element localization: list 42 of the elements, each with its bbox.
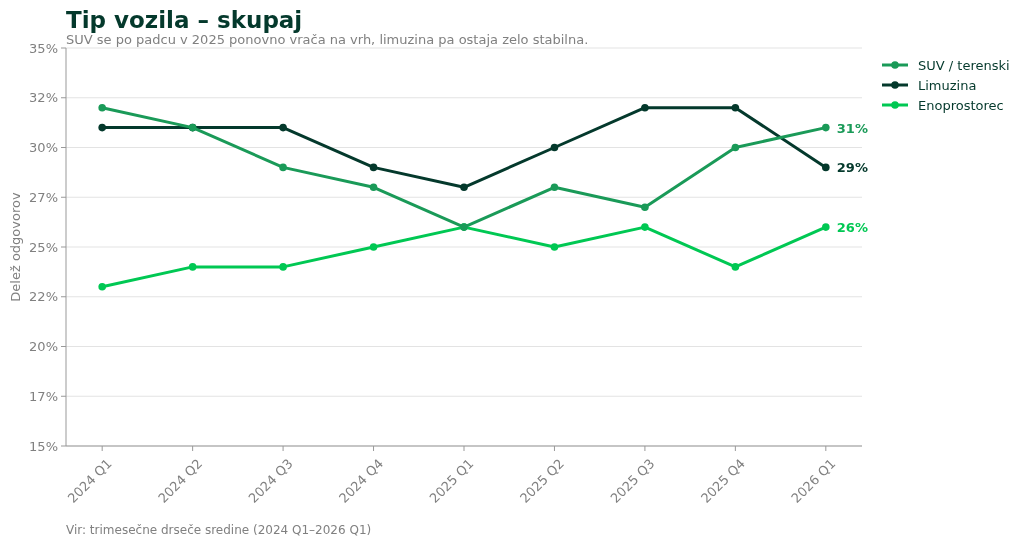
y-axis-title: Delež odgovorov	[8, 192, 23, 302]
y-tick-label: 27%	[29, 189, 58, 205]
y-tick-label: 15%	[29, 438, 58, 454]
y-tick-label: 20%	[29, 339, 58, 355]
point	[822, 163, 830, 172]
point	[641, 223, 649, 231]
point	[369, 163, 378, 172]
y-tick-label: 32%	[29, 90, 58, 106]
data-label: 31%	[836, 120, 868, 136]
point	[98, 283, 106, 291]
point	[460, 183, 468, 192]
chart-title: Tip vozila – skupaj	[66, 7, 303, 33]
point	[731, 103, 740, 112]
point	[369, 243, 378, 251]
point	[731, 263, 740, 271]
point	[731, 143, 740, 152]
point	[822, 223, 830, 231]
point	[98, 103, 106, 112]
point	[550, 183, 559, 192]
point	[822, 123, 830, 132]
point	[98, 123, 106, 132]
y-tick-label: 35%	[29, 40, 58, 56]
point	[279, 123, 287, 132]
legend-label: Limuzina	[918, 77, 977, 93]
y-tick-label: 22%	[29, 289, 58, 305]
y-tick-label: 30%	[29, 140, 58, 156]
point	[550, 143, 559, 152]
data-label: 26%	[836, 220, 868, 236]
text: Vir: trimesečne drseče sredine (2024 Q1–2026 Q1)	[66, 523, 372, 537]
chart-subtitle: SUV se po padcu v 2025 ponovno vrača na vrh, limuzina pa ostaja zelo stabilna.	[66, 32, 589, 47]
point	[550, 243, 559, 251]
point	[641, 103, 649, 112]
y-tick-label: 17%	[29, 388, 58, 404]
point	[188, 263, 197, 271]
y-tick-label: 25%	[29, 239, 58, 255]
point	[279, 263, 287, 271]
data-label: 29%	[836, 160, 868, 176]
legend-label: SUV / terenski	[918, 57, 1010, 73]
point	[279, 163, 287, 172]
point	[369, 183, 378, 192]
point	[641, 203, 649, 211]
legend-label: Enoprostorec	[918, 97, 1004, 113]
